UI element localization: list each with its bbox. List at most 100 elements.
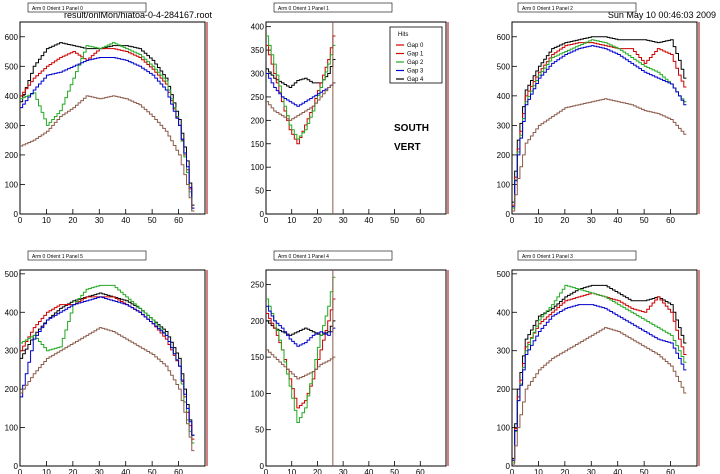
y-tick-label: 500 [497,62,511,71]
x-tick-label: 20 [68,468,77,474]
legend-title: Hits [398,32,408,38]
y-tick-label: 400 [497,92,511,101]
panel-title-box [517,2,637,13]
panel-2: Arm 0 Orient 1 Panel 2010020030040050060… [497,2,700,225]
y-tick-label: 50 [255,426,264,435]
y-tick-label: 200 [251,317,265,326]
series-gap-5 [512,327,687,465]
series-gap-2 [512,39,687,209]
x-tick-label: 60 [174,468,183,474]
series-gap-3 [266,305,336,347]
y-tick-label: 0 [506,462,511,471]
series-gap-4 [512,36,687,203]
y-tick-label: 250 [251,93,265,102]
y-tick-label: 0 [260,210,265,219]
series-gap-5 [20,327,195,452]
series-gap-3 [20,56,195,209]
y-tick-label: 300 [5,347,19,356]
y-tick-label: 400 [5,92,19,101]
panel-title-box [27,250,147,261]
y-tick-label: 600 [497,33,511,42]
y-tick-label: 100 [251,163,265,172]
panel-title: Arm 0 Orient 1 Panel 3 [522,254,573,260]
x-tick-label: 60 [416,216,425,225]
y-tick-label: 500 [497,270,511,279]
x-tick-label: 40 [121,468,130,474]
x-tick-label: 10 [287,216,296,225]
series-gap-3 [266,73,336,107]
panel-title: Arm 0 Orient 1 Panel 1 [278,6,329,12]
y-tick-label: 400 [497,308,511,317]
y-tick-label: 150 [251,140,265,149]
panel-3: Arm 0 Orient 1 Panel 5 0 100 200 300 400 500 0 1… [5,250,208,474]
x-tick-label: 40 [613,216,622,225]
panel-title: Arm 0 Orient 1 Panel 5 [32,254,83,260]
panel-title-box [273,250,393,261]
series-gap-2 [20,42,195,212]
x-tick-label: 50 [390,216,399,225]
annotation-vert: VERT [394,142,421,153]
x-tick-label: 20 [560,468,569,474]
series-gap-4 [20,42,195,206]
series-gap-3 [512,45,687,208]
y-tick-label: 200 [5,385,19,394]
x-tick-label: 40 [121,216,130,225]
header-filename: result/onlMon/hiatoa-0-4-284167.root [64,10,213,20]
panel-4: Arm 0 Orient 1 Panel 4 0 50 100 150 200 250 0 10… [251,250,449,474]
y-tick-label: 300 [5,121,19,130]
legend-box [389,26,443,84]
y-tick-label: 0 [14,462,19,471]
series-gap-3 [512,304,687,461]
plot-frame [19,269,206,467]
x-tick-label: 50 [640,216,649,225]
plot-frame [511,21,698,215]
y-tick-label: 300 [251,70,265,79]
series-gap-5 [266,82,336,121]
x-tick-label: 0 [510,468,515,474]
legend: Hits Gap 0 Gap 1 Gap 2 Gap 3 Gap 4 [389,26,443,84]
x-tick-label: 60 [666,216,675,225]
header-timestamp: Sun May 10 00:46:03 2009 [608,10,716,20]
series-gap-1 [20,296,195,440]
y-tick-label: 100 [5,424,19,433]
panel-title-box [27,2,147,13]
x-tick-label: 50 [390,468,399,474]
series-gap-3 [20,296,195,436]
x-tick-label: 10 [534,468,543,474]
x-tick-label: 0 [264,216,269,225]
y-tick-label: 100 [5,180,19,189]
y-tick-label: 500 [5,62,19,71]
x-tick-label: 0 [510,216,515,225]
x-tick-label: 10 [287,468,296,474]
series-gap-5 [512,98,687,212]
panel-title: Arm 0 Orient 1 Panel 4 [278,254,329,260]
x-tick-label: 40 [613,468,622,474]
x-tick-label: 30 [587,216,596,225]
y-tick-label: 0 [14,210,19,219]
x-tick-label: 10 [42,468,51,474]
x-tick-label: 50 [640,468,649,474]
series-gap-1 [512,42,687,206]
x-tick-label: 60 [416,468,425,474]
series-gap-2 [512,284,687,463]
x-tick-label: 30 [587,468,596,474]
x-tick-label: 0 [18,468,23,474]
x-tick-label: 10 [534,216,543,225]
plot-frame [511,269,698,467]
series-gap-2 [20,284,195,444]
x-tick-label: 30 [95,468,104,474]
x-tick-label: 20 [313,216,322,225]
y-tick-label: 200 [5,151,19,160]
x-tick-label: 50 [148,216,157,225]
y-tick-label: 150 [251,353,265,362]
y-tick-label: 250 [251,281,265,290]
legend-entry: Gap 2 [407,60,424,66]
y-tick-label: 100 [251,389,265,398]
panel-0: Arm 0 Orient 1 Panel 0010020030040050060… [5,2,208,225]
panel-title: Arm 0 Orient 1 Panel 0 [32,6,83,12]
y-tick-label: 400 [251,23,265,32]
y-tick-label: 300 [497,121,511,130]
plot-frame [19,21,206,215]
